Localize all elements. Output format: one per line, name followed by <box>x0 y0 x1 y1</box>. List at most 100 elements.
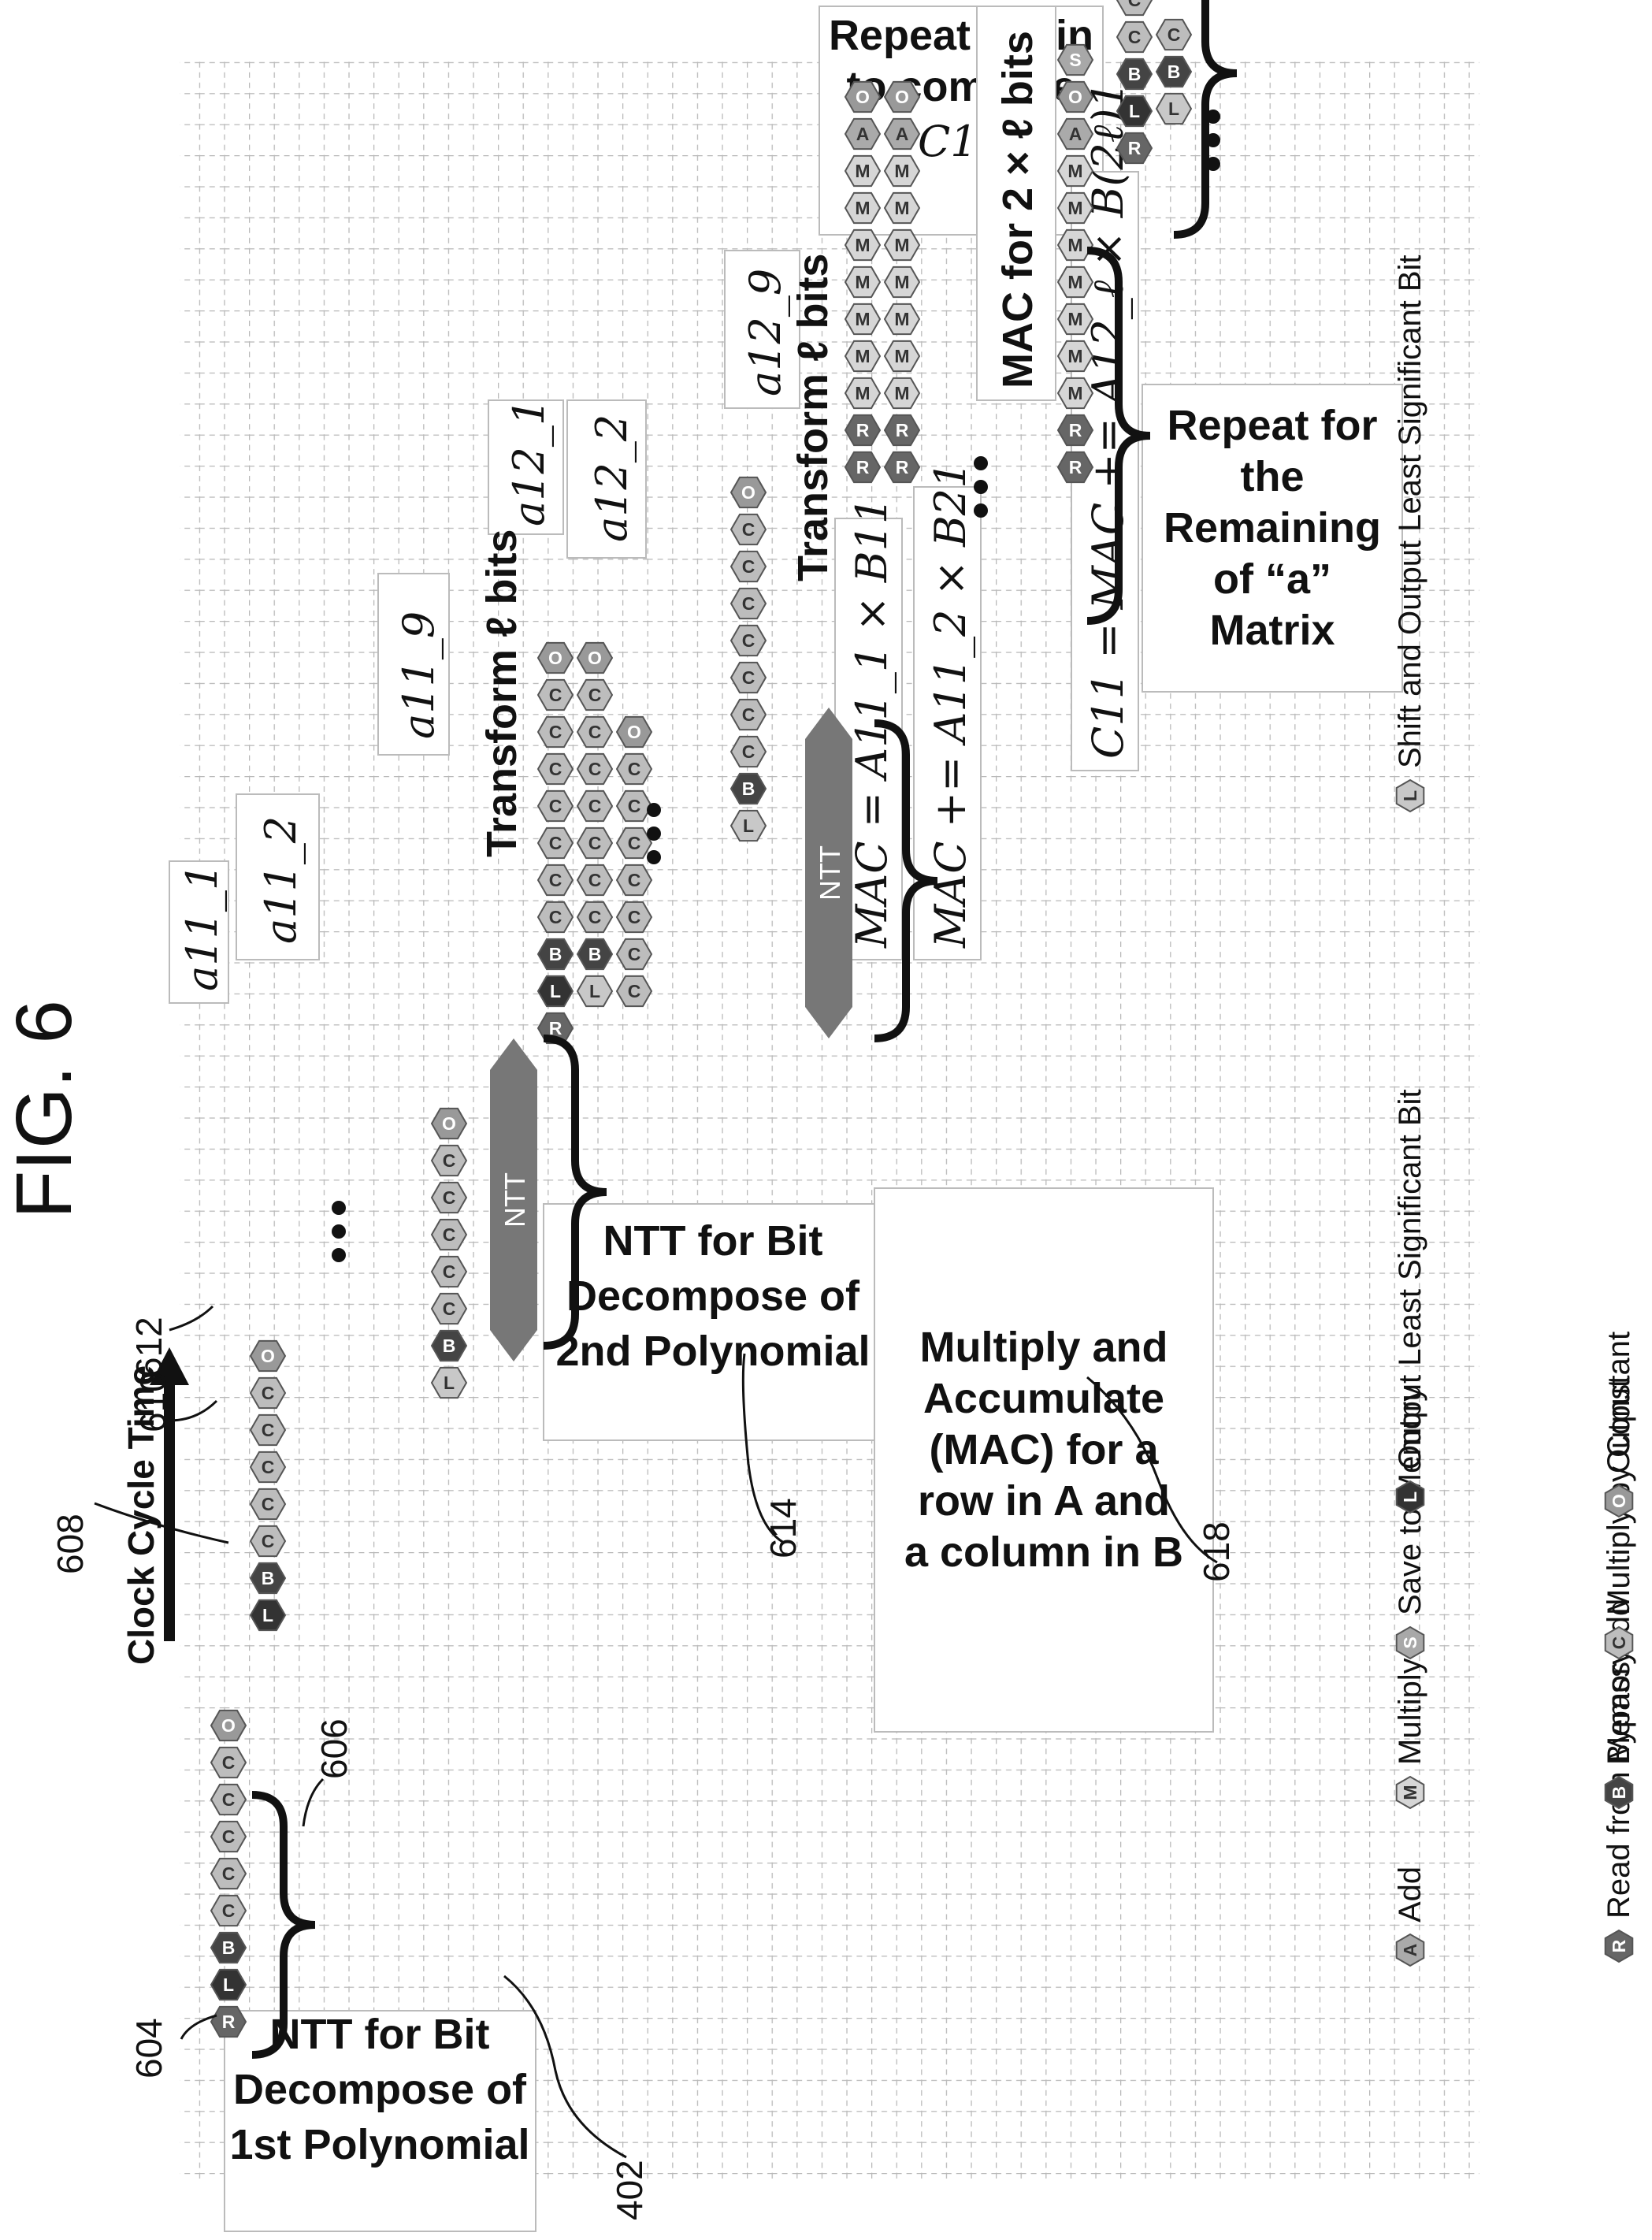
svg-text:C: C <box>549 833 562 853</box>
svg-text:C: C <box>588 685 602 705</box>
svg-text:M: M <box>1067 346 1082 366</box>
svg-text:Accumulate: Accumulate <box>923 1375 1164 1422</box>
svg-text:C: C <box>1128 0 1142 10</box>
hex-m: M <box>1056 154 1094 188</box>
hex-o: O <box>576 641 614 674</box>
brace <box>1086 247 1151 625</box>
hex-c: C <box>249 1376 287 1410</box>
label-a12-1: a12_1 <box>488 399 564 535</box>
svg-text:C: C <box>549 796 562 816</box>
legend-item-5: M Multiply <box>1393 1658 1427 1810</box>
svg-text:C: C <box>549 685 562 705</box>
hex-c: C <box>576 789 614 823</box>
svg-text:L: L <box>743 815 754 836</box>
svg-text:A: A <box>1069 124 1082 144</box>
svg-text:C: C <box>628 833 641 853</box>
annotation-mac: Multiply and Accumulate (MAC) for a row … <box>874 1187 1214 1733</box>
svg-text:S: S <box>1400 1636 1420 1648</box>
hex-c: C <box>1116 20 1153 54</box>
hex-o: O <box>249 1339 287 1373</box>
brace <box>1173 0 1238 239</box>
hex-r: R <box>883 451 921 484</box>
figure-label: FIG. 6 <box>0 1000 88 1219</box>
svg-text:O: O <box>221 1715 236 1736</box>
hex-c: C <box>576 827 614 860</box>
svg-text:O: O <box>741 482 755 503</box>
legend-item-4: A Add <box>1393 1867 1427 1967</box>
hex-c: C <box>576 901 614 934</box>
hex-c: C <box>576 678 614 711</box>
hex-c: C <box>729 513 767 546</box>
hex-c: C <box>249 1451 287 1484</box>
svg-text:L: L <box>262 1605 273 1625</box>
svg-text:M: M <box>894 383 909 403</box>
legend-label-3: Output <box>1602 1379 1636 1473</box>
svg-text:C: C <box>443 1187 456 1208</box>
svg-text:R: R <box>856 457 870 477</box>
hex-c: C <box>615 789 653 823</box>
svg-text:C: C <box>628 907 641 927</box>
ref-402: 402 <box>609 2160 650 2220</box>
hex-c: C <box>536 752 574 786</box>
legend-item-3: O Output <box>1602 1379 1636 1518</box>
svg-text:L: L <box>589 981 600 1001</box>
transform-label-2: Transform ℓ bits <box>789 254 837 581</box>
svg-text:M: M <box>855 383 870 403</box>
svg-text:C: C <box>222 1863 236 1884</box>
svg-text:C: C <box>549 907 562 927</box>
svg-text:C: C <box>262 1494 275 1514</box>
mac2-label-box: MAC for 2 × ℓ bits <box>976 6 1056 401</box>
hex-m: M <box>844 303 882 336</box>
svg-text:C: C <box>222 1826 236 1847</box>
hex-c: C <box>615 975 653 1008</box>
hex-a: A <box>1056 117 1094 150</box>
hex-l: L <box>1116 95 1153 128</box>
ntt-block-2: NTT <box>805 708 852 1038</box>
svg-text:C: C <box>1609 1636 1629 1650</box>
svg-text:C: C <box>628 870 641 890</box>
svg-text:of “a”: of “a” <box>1213 555 1331 603</box>
svg-text:C: C <box>588 722 602 742</box>
svg-text:M: M <box>894 161 909 181</box>
hex-m: M <box>1056 228 1094 262</box>
svg-text:B: B <box>588 944 602 964</box>
svg-text:C: C <box>443 1150 456 1171</box>
svg-text:a12_1: a12_1 <box>504 399 554 526</box>
ntt-block-1: NTT <box>490 1038 537 1361</box>
legend-label-4: Add <box>1393 1867 1427 1922</box>
hex-r: R <box>210 2005 247 2038</box>
equation-2: MAC += A11_2 × B21 <box>913 462 982 960</box>
hex-b: B <box>1155 55 1193 88</box>
hex-c: C <box>249 1488 287 1521</box>
hex-l: L <box>536 975 574 1008</box>
svg-text:M: M <box>1067 161 1082 181</box>
hex-l: L <box>729 809 767 842</box>
hex-c: C <box>430 1181 468 1214</box>
hex-c: C <box>249 1413 287 1447</box>
hex-m: M <box>1056 266 1094 299</box>
hex-c: C <box>615 901 653 934</box>
brace <box>874 719 938 1042</box>
annotation-repeat-a: Repeat for the Remaining of “a” Matrix <box>1142 384 1403 693</box>
svg-text:O: O <box>442 1113 456 1134</box>
svg-text:M: M <box>855 161 870 181</box>
svg-text:B: B <box>262 1568 275 1588</box>
hex-o: O <box>1056 80 1094 113</box>
svg-text:R: R <box>222 2012 236 2032</box>
svg-text:L: L <box>444 1373 455 1393</box>
svg-text:B: B <box>443 1335 456 1356</box>
hex-m: M <box>844 340 882 373</box>
svg-text:M: M <box>1400 1785 1420 1800</box>
hex-o: O <box>536 641 574 674</box>
svg-text:O: O <box>1609 1494 1629 1508</box>
svg-text:C: C <box>588 907 602 927</box>
legend-item-8: L Shift and Output Least Significant Bit <box>1393 254 1427 813</box>
hex-o: O <box>210 1709 247 1742</box>
hex-r: R <box>1056 451 1094 484</box>
hex-b: B <box>536 938 574 971</box>
label-a11-2: a11_2 <box>236 793 320 960</box>
hex-c: C <box>536 715 574 749</box>
svg-text:M: M <box>894 272 909 292</box>
hex-r: R <box>844 414 882 447</box>
